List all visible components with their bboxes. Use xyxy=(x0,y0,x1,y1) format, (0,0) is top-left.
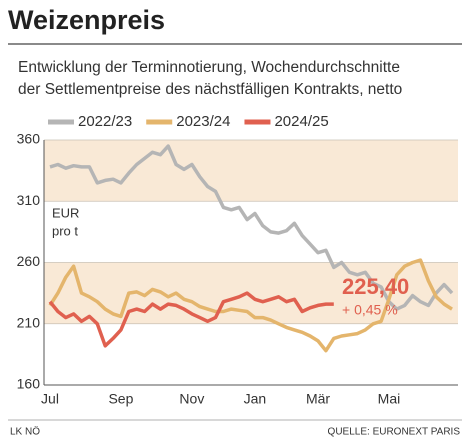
y-tick-label: 160 xyxy=(17,376,41,392)
series-line xyxy=(48,258,453,353)
footer: LK NÖ xyxy=(10,426,40,438)
chart-title: Weizenpreis xyxy=(8,5,165,35)
x-tick-label: Mai xyxy=(378,391,401,407)
annotation-value: 225,40 xyxy=(342,274,409,299)
y-tick-label: 210 xyxy=(17,314,41,330)
annotation-change: + 0,45 % xyxy=(342,302,398,318)
y-tick-label: 310 xyxy=(17,192,41,208)
subtitle: Entwicklung der Terminnotierung, Wochend… xyxy=(18,59,400,76)
band xyxy=(44,140,458,202)
y-tick-label: 360 xyxy=(17,131,41,147)
legend-label: 2022/23 xyxy=(78,113,132,130)
x-tick-label: Jul xyxy=(41,391,59,407)
series-line xyxy=(49,144,454,311)
legend-label: 2023/24 xyxy=(176,113,230,130)
series-line xyxy=(48,291,334,348)
x-tick-label: Jan xyxy=(244,391,267,407)
y-tick-label: 260 xyxy=(17,253,41,269)
legend-label: 2024/25 xyxy=(274,113,328,130)
footer: QUELLE: EURONEXT PARIS xyxy=(328,427,461,438)
subtitle: der Settlementpreise des nächstfälligen … xyxy=(18,81,402,98)
x-tick-label: Mär xyxy=(306,391,330,407)
x-tick-label: Sep xyxy=(108,391,133,407)
x-tick-label: Nov xyxy=(179,391,204,407)
y-unit: pro t xyxy=(52,223,78,238)
y-unit: EUR xyxy=(52,205,79,220)
